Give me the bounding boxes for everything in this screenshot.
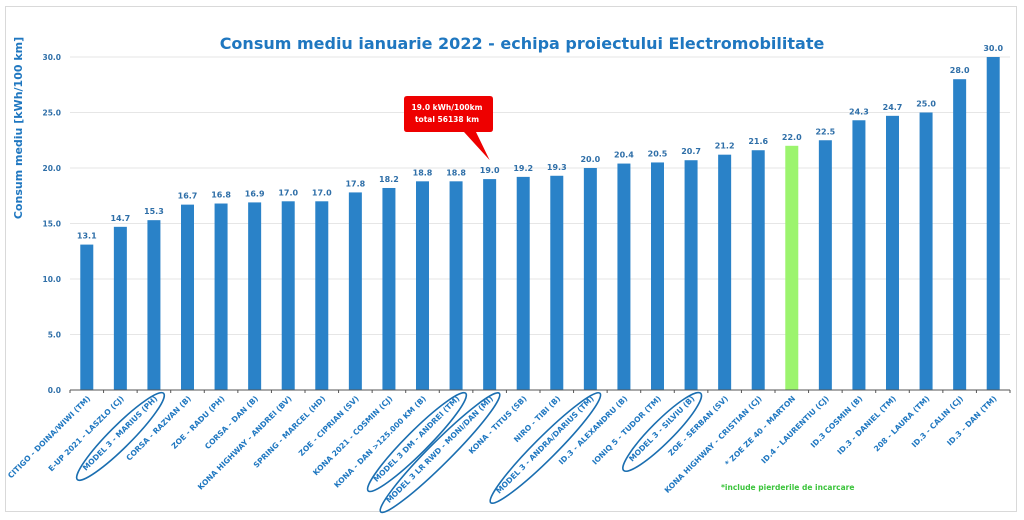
x-tick-label: 208 - LAURA (TM) <box>872 394 931 453</box>
circled-labels <box>75 391 703 514</box>
data-label: 20.4 <box>614 151 634 160</box>
bar <box>147 220 161 390</box>
data-label: 14.7 <box>110 214 130 223</box>
label-highlight-ellipse <box>379 392 501 514</box>
bar <box>684 160 698 390</box>
data-label: 17.0 <box>278 188 298 197</box>
chart-title: Consum mediu ianuarie 2022 - echipa proi… <box>220 34 825 53</box>
bar <box>214 203 228 390</box>
data-label: 22.5 <box>815 127 835 136</box>
bar <box>483 179 497 390</box>
label-highlight-ellipse <box>622 391 703 473</box>
label-highlight-ellipse <box>366 391 468 493</box>
x-tick-label: ID.3 - ALEXANDRU (B) <box>557 394 629 466</box>
y-tick-label: 5.0 <box>48 331 61 340</box>
bar <box>886 115 899 390</box>
bar <box>986 57 1000 390</box>
x-tick-label: ZOE - CIPRIAN (SV) <box>297 394 361 458</box>
data-label: 17.0 <box>312 188 332 197</box>
x-tick-label: CORSA - RAZVAN (B) <box>124 394 192 462</box>
data-label: 19.0 <box>480 166 500 175</box>
y-tick-label: 25.0 <box>42 109 61 118</box>
data-label: 24.7 <box>883 103 903 112</box>
bar <box>315 201 329 390</box>
y-tick-label: 30.0 <box>42 53 61 62</box>
data-label: 18.2 <box>379 175 399 184</box>
data-label: 20.0 <box>580 155 600 164</box>
y-axis-label: Consum mediu [kWh/100 km] <box>12 37 25 219</box>
callout-bubble <box>404 96 493 161</box>
callout-text: 19.0 kWh/100km <box>412 103 483 112</box>
data-label: 16.7 <box>178 192 198 201</box>
y-tick-label: 0.0 <box>48 386 61 395</box>
x-tick-label: ID.4 - LAURENTIU (CJ) <box>759 394 830 465</box>
y-tick-label: 10.0 <box>42 275 61 284</box>
label-highlight-ellipse <box>489 391 602 504</box>
data-label: 22.0 <box>782 133 802 142</box>
bar <box>248 202 262 390</box>
data-label: 18.8 <box>413 168 433 177</box>
bar <box>852 120 866 391</box>
x-tick-label: ID.3 - DANIEL (TM) <box>835 394 898 457</box>
bar <box>516 176 530 390</box>
y-tick-label: 15.0 <box>42 220 61 229</box>
data-label: 17.8 <box>345 179 365 188</box>
bar-highlighted <box>785 145 799 390</box>
value-labels: 13.1 14.7 15.3 16.7 16.8 16.9 17.0 17.0 17.8 18.2… <box>77 44 1004 241</box>
bar <box>80 244 94 390</box>
bar <box>583 168 597 390</box>
data-label: 21.2 <box>715 142 735 151</box>
data-label: 13.1 <box>77 232 97 241</box>
x-tick-label: MODEL 3 - SILVIU (B) <box>627 394 696 463</box>
data-label: 16.8 <box>211 191 231 200</box>
chart-frame <box>5 6 1017 512</box>
data-label: 25.0 <box>916 100 936 109</box>
data-label: 20.7 <box>681 147 701 156</box>
bar <box>281 201 295 390</box>
label-highlight-ellipse <box>75 391 166 482</box>
bar <box>953 79 967 390</box>
data-label: 21.6 <box>748 137 768 146</box>
data-label: 20.5 <box>648 149 668 158</box>
bar <box>919 112 933 390</box>
footnote: *include pierderile de incarcare <box>721 483 854 492</box>
y-tick-label: 20.0 <box>42 164 61 173</box>
data-label: 30.0 <box>983 44 1003 53</box>
bar <box>449 181 463 390</box>
x-tick-label: KONA - TITUS (SB) <box>467 394 529 456</box>
callout-text: total 56138 km <box>415 115 479 124</box>
x-axis <box>69 389 1011 393</box>
bar <box>382 187 396 390</box>
bar <box>550 175 564 390</box>
bar <box>348 192 362 390</box>
bars <box>80 57 1000 391</box>
bar <box>651 162 664 390</box>
bar <box>718 154 732 390</box>
callout: 19.0 kWh/100km total 56138 km <box>404 96 493 161</box>
bar <box>617 163 631 390</box>
bar <box>181 204 194 390</box>
data-label: 24.3 <box>849 107 869 116</box>
bar <box>416 181 429 390</box>
bar <box>818 140 832 390</box>
data-label: 15.3 <box>144 207 164 216</box>
bar <box>751 150 765 390</box>
data-label: 28.0 <box>950 66 970 75</box>
data-label: 19.3 <box>547 163 567 172</box>
bar <box>113 226 127 390</box>
data-label: 16.9 <box>245 189 265 198</box>
data-label: 18.8 <box>446 168 466 177</box>
data-label: 19.2 <box>513 164 533 173</box>
